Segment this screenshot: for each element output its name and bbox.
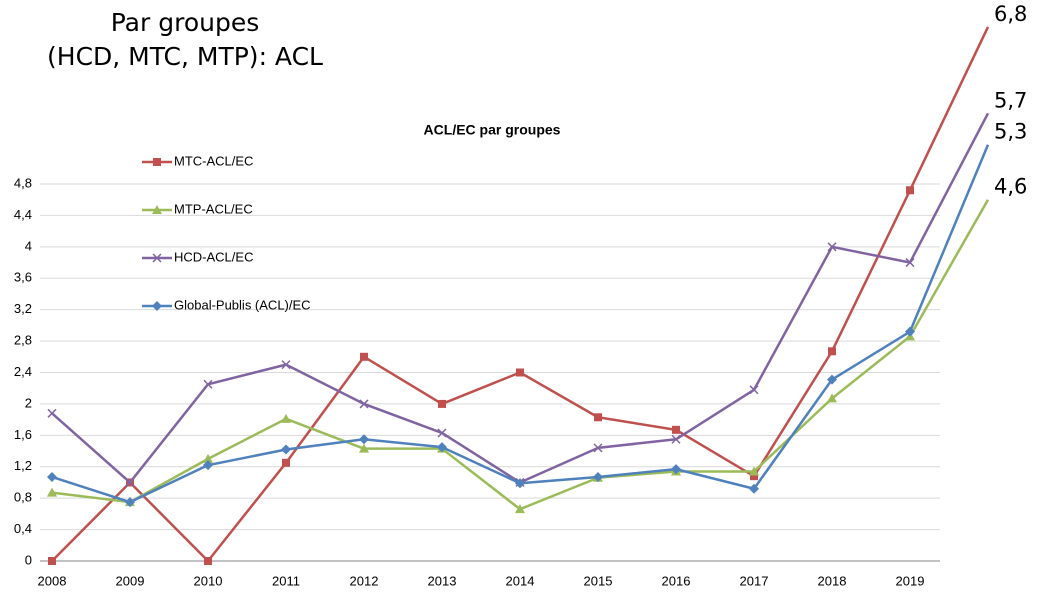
data-point	[906, 186, 914, 195]
data-point	[828, 347, 836, 356]
data-point	[749, 385, 759, 395]
y-tick-label: 0,4	[14, 521, 32, 536]
y-tick-label: 1,2	[14, 458, 32, 473]
x-tick-label: 2014	[506, 573, 535, 588]
data-point	[827, 242, 837, 252]
x-tick-label: 2012	[350, 573, 379, 588]
x-tick-label: 2016	[662, 573, 691, 588]
data-point	[203, 453, 213, 463]
x-tick-label: 2017	[740, 573, 769, 588]
data-point	[359, 399, 369, 409]
legend-marker	[152, 253, 162, 263]
y-tick-label: 2	[25, 395, 32, 410]
data-point	[125, 497, 135, 508]
data-point	[360, 352, 368, 361]
x-tick-label: 2009	[116, 573, 145, 588]
data-point	[359, 443, 369, 453]
value-label: 5,3	[994, 120, 1027, 144]
series-line	[51, 144, 990, 504]
data-point	[516, 368, 524, 377]
data-point	[438, 399, 446, 408]
legend-marker	[153, 158, 161, 166]
x-tick-label: 2018	[818, 573, 847, 588]
data-point	[203, 379, 213, 389]
data-point	[515, 478, 525, 489]
heading: (HCD, MTC, MTP): ACL	[47, 42, 323, 71]
value-label: 5,7	[994, 88, 1027, 112]
x-tick-label: 2011	[272, 573, 300, 588]
data-point	[437, 442, 447, 453]
data-point	[827, 374, 837, 385]
data-point	[203, 460, 213, 471]
legend-label: Global-Publis (ACL)/EC	[174, 297, 311, 312]
legend-marker	[152, 205, 162, 214]
data-point	[47, 408, 57, 418]
data-point	[281, 413, 291, 423]
data-point	[204, 557, 212, 565]
legend-marker	[152, 301, 162, 311]
data-point	[672, 425, 680, 434]
data-point	[48, 557, 56, 565]
heading: Par groupes	[111, 8, 260, 37]
data-point	[47, 471, 57, 482]
x-tick-label: 2019	[896, 573, 925, 588]
data-point	[749, 466, 759, 476]
data-point	[905, 258, 915, 268]
data-point	[750, 472, 758, 481]
data-point	[671, 434, 681, 444]
data-point	[515, 504, 525, 514]
y-tick-label: 4,8	[14, 175, 32, 190]
data-point	[437, 428, 447, 438]
value-label: 6,8	[994, 2, 1027, 26]
data-point	[359, 434, 369, 445]
x-tick-label: 2010	[194, 573, 223, 588]
data-point	[281, 360, 291, 370]
data-point	[671, 464, 681, 475]
chart-title: ACL/EC par groupes	[424, 122, 561, 138]
y-tick-label: 2,4	[14, 364, 32, 379]
data-point	[749, 483, 759, 494]
data-point	[594, 413, 602, 422]
x-tick-label: 2013	[428, 573, 457, 588]
y-tick-label: 3,6	[14, 270, 32, 285]
data-point	[593, 443, 603, 453]
series-line	[51, 199, 990, 511]
y-tick-label: 0	[25, 552, 32, 567]
x-tick-label: 2008	[38, 573, 67, 588]
y-tick-label: 4,4	[14, 207, 32, 222]
value-label: 4,6	[994, 175, 1027, 199]
data-point	[593, 471, 603, 482]
y-tick-label: 0,8	[14, 490, 32, 505]
y-tick-label: 4	[25, 238, 32, 253]
legend-label: HCD-ACL/EC	[174, 249, 253, 264]
y-tick-label: 3,2	[14, 301, 32, 316]
data-point	[47, 487, 57, 497]
legend-label: MTP-ACL/EC	[174, 201, 253, 216]
y-tick-label: 2,8	[14, 333, 32, 348]
data-point	[125, 477, 135, 487]
data-point	[282, 458, 290, 467]
data-point	[827, 393, 837, 403]
data-point	[905, 326, 915, 337]
data-point	[281, 444, 291, 455]
y-tick-label: 1,6	[14, 427, 32, 442]
legend-label: MTC-ACL/EC	[174, 153, 253, 168]
x-tick-label: 2015	[584, 573, 613, 588]
